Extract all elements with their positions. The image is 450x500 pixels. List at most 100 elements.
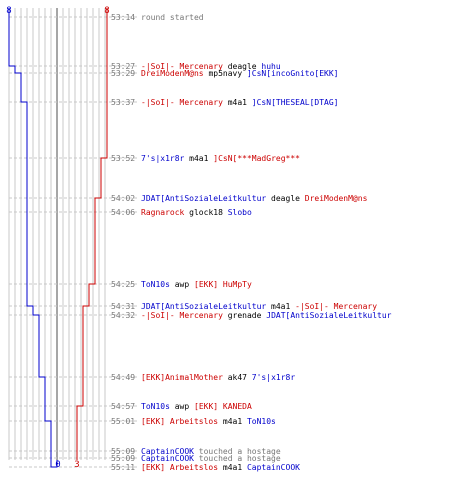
event-time: 54:25 (111, 280, 135, 289)
event-text: CaptainCOOK touched a hostage (141, 447, 281, 456)
event-row: 54:02 JDAT[AntiSozialeLeitkultur deagle D… (111, 194, 368, 203)
event-text-part: JDAT[AntiSozialeLeitkultur (141, 194, 266, 203)
event-row: 55:11 [EKK] Arbeitslos m4a1 CaptainCOOK (111, 463, 300, 472)
event-row: 55:09 CaptainCOOK touched a hostage (111, 447, 281, 456)
event-text-part: CaptainCOOK (247, 463, 300, 472)
event-text-part: 7's|x1r8r (141, 154, 185, 163)
event-text-part: m4a1 (223, 98, 252, 107)
event-text-part: -|SoI|- Mercenary (141, 311, 223, 320)
event-text-part: [EKK] KANEDA (194, 402, 252, 411)
event-row: 54:31 JDAT[AntiSozialeLeitkultur m4a1 -|S… (111, 302, 377, 311)
event-row: 54:57 ToN10s awp [EKK] KANEDA (111, 402, 252, 411)
event-time: 54:06 (111, 208, 135, 217)
event-text-part: Ragnarock (141, 208, 185, 217)
event-text: 7's|x1r8r m4a1 ]CsN[***MadGreg*** (141, 154, 300, 163)
event-text-part: Slobo (228, 208, 252, 217)
event-time: 55:09 (111, 447, 135, 456)
event-text-part: ]CsN[***MadGreg*** (213, 154, 300, 163)
event-time: 55:09 (111, 454, 135, 463)
event-text: round started (141, 13, 204, 22)
event-text-part: ToN10s (141, 402, 170, 411)
event-text-part: [EKK]AnimalMother (141, 373, 223, 382)
event-text-part: CaptainCOOK (141, 454, 194, 463)
timeline-grid (8, 8, 139, 468)
event-row: 53:52 7's|x1r8r m4a1 ]CsN[***MadGreg*** (111, 154, 300, 163)
event-text: [EKK]AnimalMother ak47 7's|x1r8r (141, 373, 295, 382)
event-text: JDAT[AntiSozialeLeitkultur deagle DreiMo… (141, 194, 368, 203)
event-text-part: m4a1 (184, 154, 213, 163)
event-text: [EKK] Arbeitslos m4a1 CaptainCOOK (141, 463, 300, 472)
team-b-end-count: 3 (74, 460, 79, 470)
event-text-part: -|SoI|- Mercenary (295, 302, 377, 311)
event-text-part: glock18 (184, 208, 227, 217)
event-time: 53:27 (111, 62, 135, 71)
event-text-part: ToN10s (247, 417, 276, 426)
event-row: 53:27 -|SoI|- Mercenary deagle huhu (111, 62, 281, 71)
event-row: 54:49 [EKK]AnimalMother ak47 7's|x1r8r (111, 373, 295, 382)
event-text-part: JDAT[AntiSozialeLeitkultur (141, 302, 266, 311)
event-text-part: m4a1 (218, 463, 247, 472)
event-text-part: ]CsN[THESEAL[DTAG] (252, 98, 339, 107)
event-text-part: m4a1 (218, 417, 247, 426)
event-text: -|SoI|- Mercenary m4a1 ]CsN[THESEAL[DTAG… (141, 98, 339, 107)
team-b-start-count: 8 (104, 6, 109, 16)
team-count-labels: 8 8 0 3 (6, 6, 109, 470)
event-row: 54:32 -|SoI|- Mercenary grenade JDAT[Anti… (111, 311, 392, 320)
team-a-line (8, 8, 58, 468)
event-text: ToN10s awp [EKK] HuMpTy (141, 280, 252, 289)
event-row: 53:37 -|SoI|- Mercenary m4a1 ]CsN[THESEAL… (111, 98, 339, 107)
event-text-part: -|SoI|- Mercenary (141, 98, 223, 107)
event-row: 55:09 CaptainCOOK touched a hostage (111, 454, 281, 463)
event-text: JDAT[AntiSozialeLeitkultur m4a1 -|SoI|- … (141, 302, 377, 311)
event-text-part: deagle (223, 62, 262, 71)
event-text: DreiModenM@ns mp5navy ]CsN[incoGnito[EKK… (141, 69, 339, 78)
event-time: 53:29 (111, 69, 135, 78)
event-text-part: -|SoI|- Mercenary (141, 62, 223, 71)
event-text-part: awp (170, 402, 194, 411)
event-text: Ragnarock glock18 Slobo (141, 208, 252, 217)
event-time: 55:11 (111, 463, 135, 472)
event-text-part: deagle (266, 194, 305, 203)
event-text-part: [EKK] Arbeitslos (141, 463, 218, 472)
event-time: 54:02 (111, 194, 135, 203)
event-row: 54:25 ToN10s awp [EKK] HuMpTy (111, 280, 252, 289)
event-text-part: ak47 (223, 373, 252, 382)
event-text: [EKK] Arbeitslos m4a1 ToN10s (141, 417, 276, 426)
event-text-part: DreiModenM@ns (141, 69, 204, 78)
team-a-end-count: 0 (55, 460, 60, 470)
event-time: 53:37 (111, 98, 135, 107)
event-text-part: CaptainCOOK (141, 447, 194, 456)
event-row: 55:01 [EKK] Arbeitslos m4a1 ToN10s (111, 417, 276, 426)
event-text-part: round started (141, 13, 204, 22)
event-row: 53:14 round started (111, 13, 204, 22)
event-text-part: awp (170, 280, 194, 289)
event-text: CaptainCOOK touched a hostage (141, 454, 281, 463)
event-text-part: touched a hostage (194, 454, 281, 463)
event-time: 54:57 (111, 402, 135, 411)
event-text-part: JDAT[AntiSozialeLeitkultur (266, 311, 391, 320)
event-text-part: touched a hostage (194, 447, 281, 456)
event-text-part: mp5navy (204, 69, 247, 78)
event-time: 54:49 (111, 373, 135, 382)
team-player-lines (8, 8, 108, 468)
team-a-start-count: 8 (6, 6, 11, 16)
event-text-part: m4a1 (266, 302, 295, 311)
team-b-line (76, 8, 108, 460)
event-row: 53:29 DreiModenM@ns mp5navy ]CsN[incoGnit… (111, 69, 339, 78)
event-text-part: [EKK] HuMpTy (194, 280, 252, 289)
event-text: -|SoI|- Mercenary grenade JDAT[AntiSozia… (141, 311, 392, 320)
event-text: -|SoI|- Mercenary deagle huhu (141, 62, 281, 71)
event-text-part: ToN10s (141, 280, 170, 289)
event-time: 53:52 (111, 154, 135, 163)
event-time: 53:14 (111, 13, 135, 22)
event-row: 54:06 Ragnarock glock18 Slobo (111, 208, 252, 217)
event-text-part: 7's|x1r8r (252, 373, 296, 382)
event-text-part: grenade (223, 311, 266, 320)
event-text: ToN10s awp [EKK] KANEDA (141, 402, 252, 411)
event-text-part: ]CsN[incoGnito[EKK] (247, 69, 339, 78)
event-text-part: DreiModenM@ns (305, 194, 368, 203)
event-time: 55:01 (111, 417, 135, 426)
event-time: 54:32 (111, 311, 135, 320)
event-log: 53:14 round started 53:27 -|SoI|- Mercenary… (111, 13, 392, 472)
